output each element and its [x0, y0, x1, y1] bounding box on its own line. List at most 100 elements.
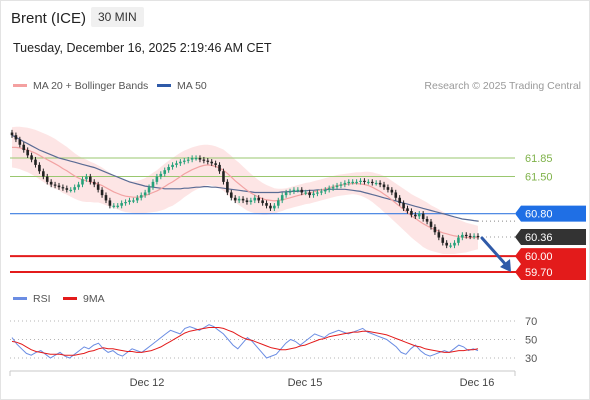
candle-body — [18, 139, 22, 145]
candle-body — [284, 192, 288, 196]
candle — [367, 179, 370, 185]
rsi-tick-label: 30 — [525, 353, 537, 365]
candle-body — [461, 234, 464, 238]
x-axis-label: Dec 16 — [460, 377, 495, 389]
candle-body — [132, 200, 135, 202]
price-tag-label: 60.36 — [525, 232, 553, 244]
candle — [433, 224, 437, 235]
legend-rsi-ma-swatch — [63, 296, 77, 300]
candle-body — [179, 161, 182, 164]
candle-body — [124, 202, 127, 204]
candle — [139, 192, 143, 201]
price-tag-label: 59.70 — [525, 267, 553, 279]
candle — [159, 171, 163, 180]
candle — [57, 182, 61, 190]
legend-rsi-ma-label: 9MA — [83, 293, 105, 305]
candle-body — [339, 184, 343, 186]
candle-body — [163, 170, 167, 174]
candle — [347, 179, 351, 186]
candle-body — [417, 213, 421, 217]
candle — [257, 195, 261, 204]
projection-arrow — [480, 236, 509, 268]
candle-body — [241, 198, 245, 201]
candle-body — [73, 187, 76, 190]
candle — [280, 192, 284, 204]
candle — [194, 155, 198, 161]
candle — [42, 168, 45, 180]
candle — [320, 188, 323, 196]
candle-body — [155, 176, 159, 182]
candle-body — [331, 187, 335, 189]
candle — [351, 179, 354, 185]
candle — [120, 200, 123, 209]
legend-ma50: MA 50 — [157, 80, 207, 92]
candle-body — [292, 189, 296, 192]
candle-body — [233, 197, 237, 201]
candle — [136, 195, 139, 204]
candle — [96, 181, 100, 193]
candle — [218, 162, 221, 174]
candle-body — [96, 184, 100, 190]
candle-body — [186, 159, 190, 161]
candle-body — [359, 180, 362, 182]
candle-body — [312, 193, 315, 196]
candle-body — [206, 160, 210, 162]
candle — [269, 203, 272, 212]
candle — [461, 232, 464, 241]
candle — [65, 185, 69, 193]
price-tag-shape — [515, 229, 586, 246]
candle-body — [30, 155, 33, 160]
candle-body — [476, 235, 480, 238]
candle — [190, 155, 194, 163]
timeframe-badge[interactable]: 30 MIN — [91, 7, 144, 27]
candle-body — [100, 189, 104, 196]
legend-ma20-label: MA 20 + Bollinger Bands — [33, 80, 149, 92]
candle-body — [300, 189, 304, 193]
candle — [312, 190, 315, 198]
candle-body — [464, 234, 468, 237]
candle-body — [194, 158, 198, 160]
candle-body — [22, 144, 26, 151]
candle-body — [120, 203, 123, 206]
candle — [343, 180, 347, 188]
candle — [308, 189, 311, 198]
candle-body — [210, 161, 214, 164]
candle — [378, 180, 382, 188]
candle — [284, 189, 288, 198]
candle-body — [116, 205, 120, 207]
legend-ma50-label: MA 50 — [177, 80, 207, 92]
candle-body — [10, 132, 14, 136]
candle-body — [175, 163, 178, 165]
candle-body — [69, 189, 73, 192]
candle — [370, 179, 374, 186]
candle-body — [151, 181, 155, 188]
candle-body — [304, 192, 307, 194]
candle-body — [453, 242, 456, 246]
candle — [316, 189, 319, 197]
candle — [386, 184, 390, 193]
candle — [390, 187, 394, 196]
candle — [229, 189, 233, 201]
candle-body — [445, 242, 448, 246]
candle — [265, 200, 268, 209]
candle-body — [323, 189, 327, 192]
candle — [398, 195, 401, 206]
candle — [382, 181, 386, 190]
candle-body — [367, 181, 370, 184]
candle — [249, 197, 253, 205]
level-label-61.85: 61.85 — [525, 153, 553, 165]
candle — [374, 180, 378, 186]
candle-body — [280, 195, 284, 201]
candle-body — [34, 159, 37, 165]
candle — [472, 233, 476, 240]
candle — [288, 188, 292, 196]
candle-body — [108, 200, 112, 206]
candle — [292, 187, 296, 195]
candle-body — [363, 180, 366, 182]
candle — [331, 184, 335, 191]
candle-body — [183, 160, 186, 162]
candle-body — [143, 192, 147, 196]
candle-body — [390, 189, 394, 193]
candle-body — [429, 221, 433, 227]
